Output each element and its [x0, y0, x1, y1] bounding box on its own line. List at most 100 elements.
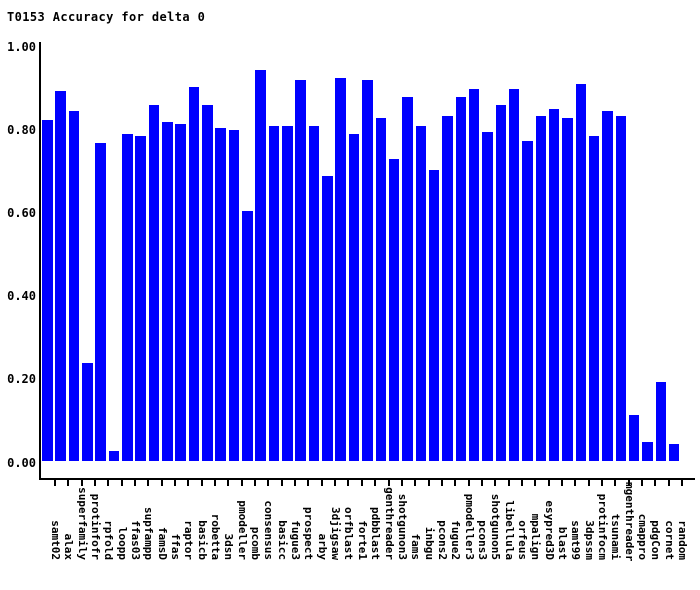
x-tick-blast: [560, 480, 563, 486]
bar-pcons3: [468, 88, 480, 461]
x-tick-label-ffas03: ffas03: [129, 520, 143, 560]
bar-ffas: [162, 121, 173, 461]
x-tick-3dsn: [227, 480, 230, 486]
bar-shotgunon5: [482, 132, 493, 461]
x-tick-label-mgenthreader: mgenthreader: [622, 482, 636, 562]
bar-loopp: [108, 450, 120, 461]
x-tick-label-shotgunon5: shotgunon5: [489, 493, 503, 560]
x-tick-3djigsaw: [334, 480, 337, 486]
x-tick-superfamily: [80, 480, 83, 486]
x-tick-label-protinfocm: protinfocm: [595, 493, 609, 560]
x-tick-samt99: [574, 480, 577, 486]
x-tick-label-rpfold: rpfold: [102, 520, 116, 560]
x-tick-shotgunon5: [494, 480, 497, 486]
x-tick-label-pmodeller3: pmodeller3: [462, 493, 476, 560]
bar-ffas03: [122, 134, 133, 461]
x-tick-pcons2: [440, 480, 443, 486]
x-tick-label-orfblast: orfblast: [342, 507, 356, 560]
x-tick-esypred3D: [547, 480, 550, 486]
x-tick-label-ffas: ffas: [169, 533, 183, 561]
x-tick-label-basicb: basicb: [195, 520, 209, 560]
x-tick-famsD: [160, 480, 163, 486]
x-tick-pmodeller3: [467, 480, 470, 486]
x-tick-label-fams: fams: [409, 533, 423, 561]
bar-orfeus: [508, 88, 520, 461]
x-tick-mgenthreader: [627, 480, 630, 486]
x-tick-orfblast: [347, 480, 350, 486]
x-tick-label-genthreader: genthreader: [382, 487, 396, 560]
y-tick-label-0.80: 0.80: [7, 122, 36, 137]
x-tick-mpalign: [534, 480, 537, 486]
bar-orfblast: [335, 78, 346, 461]
bar-basicb: [188, 86, 200, 461]
bar-rpfold: [95, 142, 106, 461]
x-tick-arby: [320, 480, 323, 486]
x-tick-shotgunon3: [400, 480, 403, 486]
bar-prospect: [295, 80, 306, 461]
bar-alax: [55, 90, 66, 461]
x-tick-label-superfamily: superfamily: [75, 487, 89, 560]
x-tick-forte1: [360, 480, 363, 486]
bar-basicc: [268, 126, 280, 461]
x-tick-label-fugue3: fugue3: [289, 520, 303, 560]
bar-mpalign: [522, 140, 533, 461]
x-tick-label-3dpssm: 3dpssm: [582, 520, 596, 560]
x-tick-supfampp: [147, 480, 150, 486]
x-tick-loopp: [120, 480, 123, 486]
x-tick-label-loopp: loopp: [115, 526, 129, 560]
x-tick-label-pcomb: pcomb: [249, 526, 263, 560]
x-tick-alax: [67, 480, 70, 486]
x-tick-samt02: [54, 480, 56, 486]
bar-pdgCon: [642, 442, 653, 461]
x-tick-ffas03: [134, 480, 137, 486]
bar-inbgu: [415, 126, 427, 461]
x-tick-label-3dsn: 3dsn: [222, 533, 236, 561]
bar-fugue2: [442, 115, 453, 461]
bar-3dpssm: [575, 84, 587, 461]
x-tick-inbgu: [427, 480, 430, 486]
x-tick-genthreader: [387, 480, 390, 486]
x-tick-tsunami: [614, 480, 617, 486]
bar-fams: [402, 96, 413, 461]
x-tick-pdbblast: [374, 480, 377, 486]
x-tick-cmappro: [640, 480, 643, 486]
x-tick-label-prospect: prospect: [302, 507, 316, 560]
bar-superfamily: [68, 111, 80, 461]
x-tick-label-consensus: consensus: [262, 500, 276, 560]
bar-esypred3D: [535, 115, 547, 461]
x-tick-libellula: [507, 480, 510, 486]
bar-pmodeller: [228, 130, 240, 461]
x-tick-pdgCon: [654, 480, 657, 486]
bar-arby: [308, 126, 320, 461]
x-tick-label-cmappro: cmappro: [635, 513, 649, 560]
x-tick-label-libellula: libellula: [502, 500, 516, 560]
x-tick-label-pcons2: pcons2: [435, 520, 449, 560]
bar-raptor: [175, 123, 186, 461]
y-tick-label-0.00: 0.00: [7, 455, 36, 470]
x-tick-label-robetta: robetta: [209, 513, 223, 560]
bar-tsunami: [602, 111, 613, 461]
x-tick-pcomb: [254, 480, 257, 486]
x-tick-label-cornet: cornet: [662, 520, 676, 560]
bar-protinfofr: [82, 363, 93, 461]
x-tick-label-esypred3D: esypred3D: [542, 500, 556, 560]
x-tick-label-raptor: raptor: [182, 520, 196, 560]
y-axis-line: [38, 42, 41, 480]
x-tick-label-mpalign: mpalign: [529, 513, 543, 560]
x-tick-random: [680, 480, 683, 486]
bar-samt02: [42, 119, 53, 461]
x-tick-label-protinfofr: protinfofr: [89, 493, 103, 560]
x-tick-raptor: [187, 480, 190, 486]
bar-protinfocm: [588, 136, 600, 461]
x-tick-fams: [414, 480, 417, 486]
bar-libellula: [495, 105, 507, 461]
x-tick-label-pcons3: pcons3: [475, 520, 489, 560]
bar-pdbblast: [362, 80, 373, 461]
x-tick-label-basicc: basicc: [275, 520, 289, 560]
x-tick-3dpssm: [587, 480, 590, 486]
bar-cmappro: [628, 415, 640, 461]
y-tick-label-0.20: 0.20: [7, 372, 36, 387]
x-tick-cornet: [667, 480, 670, 486]
x-tick-label-pdbblast: pdbblast: [369, 507, 383, 560]
